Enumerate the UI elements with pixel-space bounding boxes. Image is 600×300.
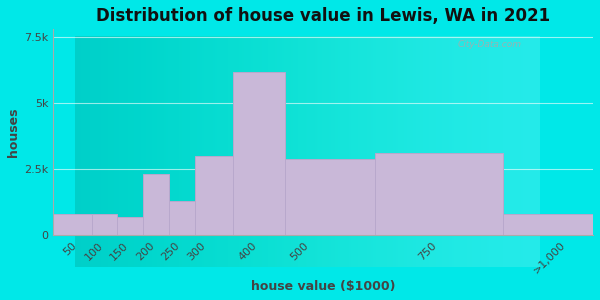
Bar [284,159,374,235]
Bar [374,153,503,235]
Bar [194,156,233,235]
Bar [169,201,194,235]
Y-axis label: houses: houses [7,107,20,157]
Title: Distribution of house value in Lewis, WA in 2021: Distribution of house value in Lewis, WA… [96,7,550,25]
Bar [233,71,284,235]
Bar [143,174,169,235]
Bar [118,217,143,235]
Text: City-Data.com: City-Data.com [458,40,522,49]
Bar [92,214,118,235]
Bar [53,214,92,235]
X-axis label: house value ($1000): house value ($1000) [251,280,395,293]
Bar [503,214,593,235]
